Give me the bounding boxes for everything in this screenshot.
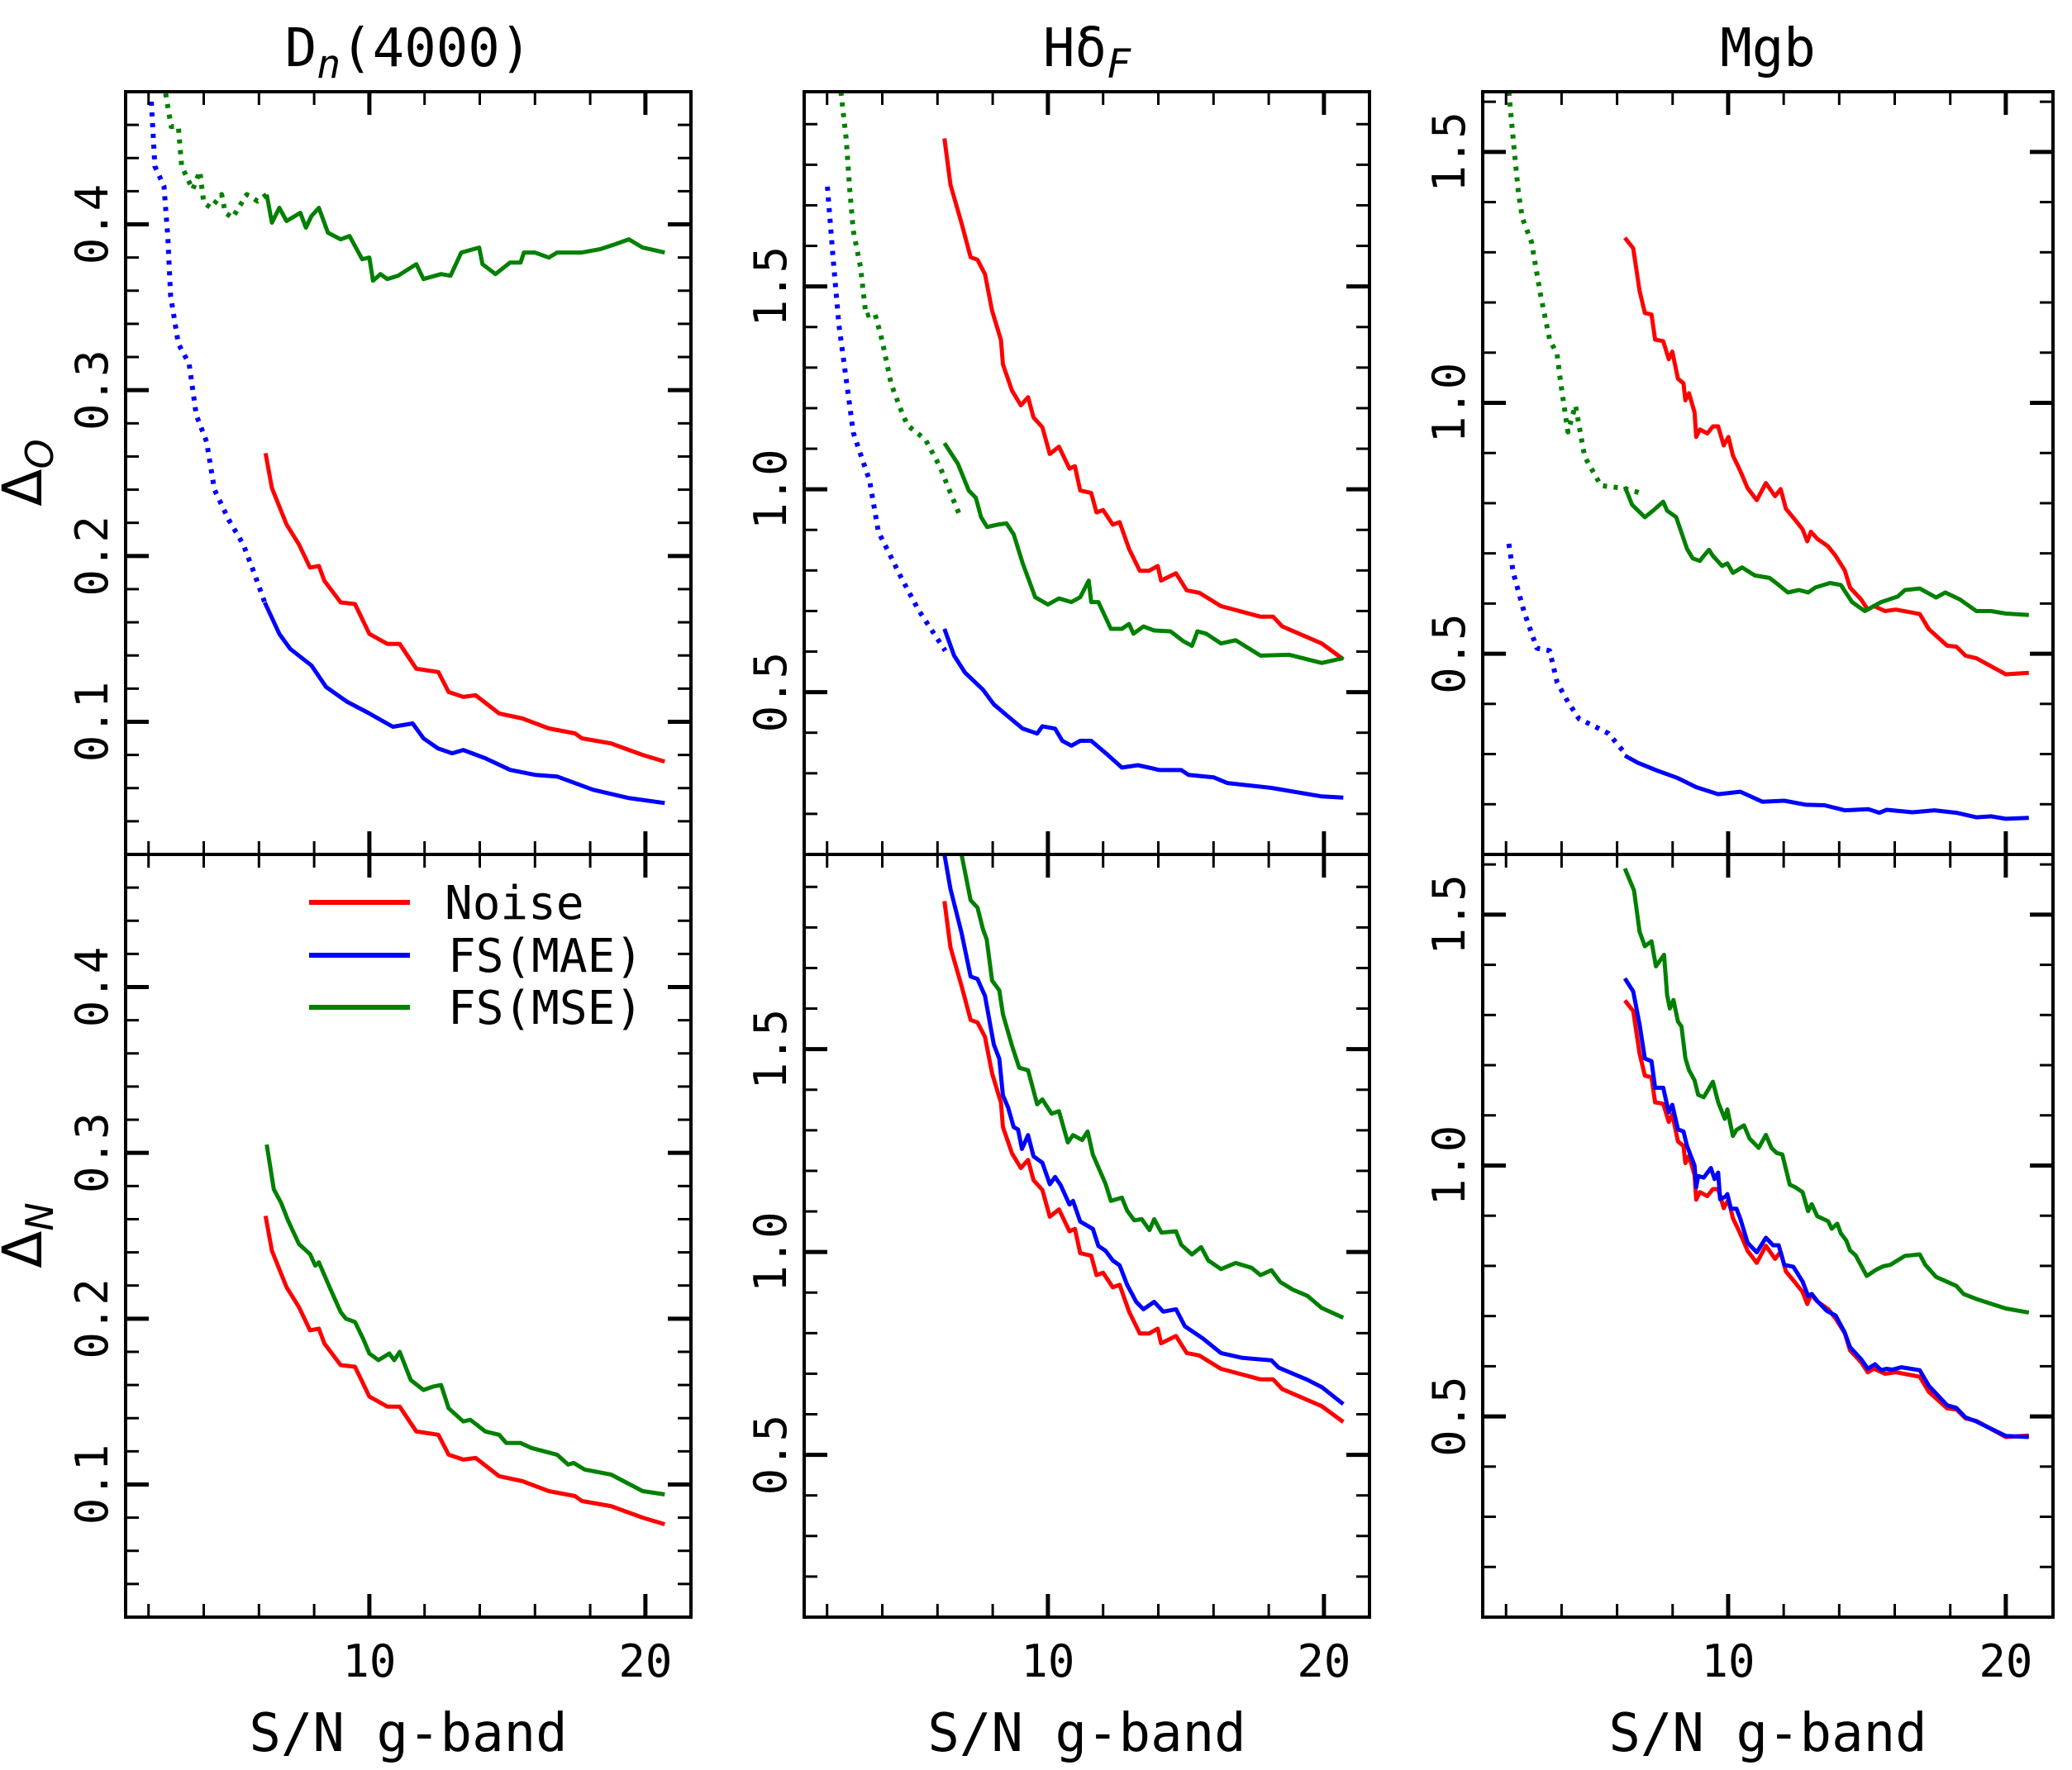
x-tick-label: 20	[1297, 1635, 1350, 1687]
y-tick-label: 0.4	[66, 947, 118, 1028]
axes-frame	[124, 853, 693, 1619]
y-tick-label: 0.3	[66, 350, 118, 431]
series-fs-mae	[263, 601, 665, 806]
y-tick-label: 1.5	[1423, 112, 1475, 193]
series-noise	[263, 1215, 666, 1526]
y-tick-label: 1.0	[1423, 1125, 1475, 1206]
axes-frame	[803, 853, 1371, 1619]
panel-mgb-observed: 0.5 1.0 1.5	[1423, 90, 2055, 856]
series-fs-mse	[1622, 868, 2030, 1315]
series-fs-mse	[942, 441, 1344, 665]
series-noise	[942, 901, 1345, 1424]
y-tick-label: 1.5	[745, 246, 797, 327]
series-fs-mae	[942, 628, 1344, 800]
axes-frame	[1481, 853, 2055, 1619]
y-tick-label: 1.5	[1423, 874, 1475, 955]
panel-hdelta-noisy: 0.5 1.0 1.5 10 20 S/N g-band	[745, 853, 1371, 1764]
series-fs-mse-extrapolated	[1506, 92, 1642, 496]
y-tick-label: 1.5	[745, 1009, 797, 1090]
series-fs-mse	[264, 1144, 665, 1496]
series-fs-mse-extrapolated	[838, 92, 962, 516]
y-tick-label: 1.0	[745, 449, 797, 530]
series-group	[825, 92, 1345, 800]
series-fs-mse	[264, 193, 665, 283]
x-axis-label: S/N g-band	[1608, 1703, 1927, 1764]
y-tick-label: 1.0	[1423, 363, 1475, 444]
y-tick-label: 0.5	[1423, 1376, 1475, 1457]
series-group	[1622, 868, 2030, 1439]
x-tick-label: 20	[618, 1635, 672, 1687]
y-tick-label: 0.4	[66, 184, 118, 265]
y-tick-label: 0.5	[745, 652, 797, 733]
x-axis-label: S/N g-band	[927, 1703, 1246, 1764]
panel-hdelta-observed: 0.5 1.0 1.5	[745, 90, 1371, 856]
panel-dn4000-observed: 0.1 0.2 0.3 0.4	[66, 90, 693, 856]
x-tick-label: 10	[1021, 1635, 1074, 1687]
legend-label-fs-mse: FS(MSE)	[448, 982, 643, 1035]
legend: Noise FS(MAE) FS(MSE)	[309, 877, 643, 1035]
panels: 0.10.20.30.40.51.01.50.51.01.50.10.20.30…	[66, 90, 2055, 1764]
series-fs-mae	[1622, 977, 2029, 1439]
panel-mgb-noisy: 0.5 1.0 1.5 10 20 S/N g-band	[1423, 853, 2055, 1764]
series-group	[149, 93, 666, 806]
title-mgb: Mgb	[1720, 18, 1816, 79]
series-noise	[1623, 999, 2029, 1439]
y-tick-label: 0.2	[66, 1278, 118, 1359]
y-tick-label: 0.1	[66, 1444, 118, 1525]
series-fs-mse-extrapolated	[163, 93, 269, 221]
ylabel-delta-o: ΔO	[0, 439, 62, 506]
series-fs-mae-extrapolated	[825, 186, 948, 653]
y-tick-label: 0.2	[66, 516, 118, 597]
y-tick-label: 1.0	[745, 1211, 797, 1292]
ylabel-delta-n: ΔN	[0, 1202, 62, 1268]
title-dn4000: Dn(4000)	[285, 18, 532, 88]
series-fs-mae	[1623, 754, 2029, 821]
x-tick-label: 10	[1701, 1635, 1755, 1687]
y-tick-label: 0.5	[1423, 613, 1475, 694]
y-tick-label: 0.5	[745, 1415, 797, 1496]
series-group	[942, 854, 1345, 1424]
title-hdelta: HδF	[1043, 18, 1131, 88]
panel-dn4000-noisy: 0.1 0.2 0.3 0.4 10 20 S/N g-band	[66, 853, 693, 1764]
series-fs-mse	[1622, 485, 2029, 617]
y-tick-label: 0.1	[66, 682, 118, 763]
series-group	[263, 1144, 666, 1526]
y-tick-label: 0.3	[66, 1112, 118, 1193]
axes-frame	[1481, 90, 2055, 856]
series-noise	[263, 452, 666, 764]
series-fs-mse	[959, 854, 1345, 1320]
series-fs-mae-extrapolated	[149, 101, 268, 604]
series-group	[1506, 92, 2029, 821]
x-tick-label: 20	[1979, 1635, 2032, 1687]
series-noise	[942, 138, 1345, 661]
series-fs-mae-extrapolated	[1506, 543, 1627, 755]
x-axis-label: S/N g-band	[249, 1703, 567, 1764]
legend-label-noise: Noise	[445, 877, 584, 930]
series-noise	[1623, 236, 2029, 677]
legend-label-fs-mae: FS(MAE)	[448, 930, 643, 983]
series-fs-mae	[942, 854, 1345, 1406]
x-tick-label: 10	[342, 1635, 396, 1687]
